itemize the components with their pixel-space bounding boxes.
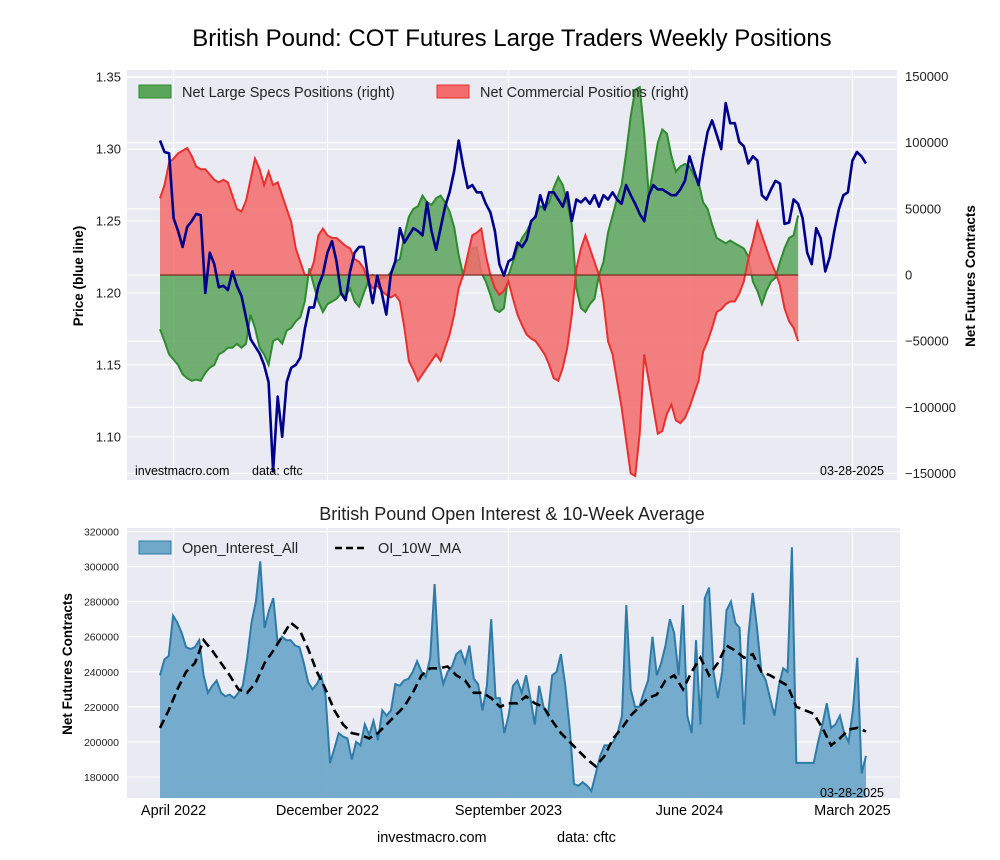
- oi-tick-label: 300000: [84, 562, 119, 574]
- legend-swatch-specs: [138, 84, 172, 99]
- date-tick-label: March 2025: [814, 803, 891, 819]
- footer-data: data: cftc: [557, 830, 616, 846]
- positions-panel: 1.10 1.15 1.20 1.25 1.30 1.35 −150000 −100000 −…: [71, 69, 978, 481]
- oi-tick-label: 180000: [84, 772, 119, 784]
- date-tick-label: April 2022: [141, 803, 206, 819]
- net-tick-label: 0: [905, 268, 912, 283]
- net-large-specs-area-line: [159, 85, 800, 382]
- oi-tick-label: 280000: [84, 597, 119, 609]
- date-tick-label: June 2024: [656, 803, 724, 819]
- legend-label-ma: OI_10W_MA: [378, 541, 461, 557]
- oi-tick-label: 220000: [84, 702, 119, 714]
- price-axis-label: Price (blue line): [71, 226, 86, 327]
- oi-tick-label: 260000: [84, 632, 119, 644]
- oi-tick-label: 240000: [84, 667, 119, 679]
- net-tick-label: −150000: [905, 466, 956, 481]
- net-tick-label: 50000: [905, 201, 941, 216]
- price-tick-label: 1.20: [96, 285, 121, 300]
- price-tick-label: 1.15: [96, 357, 121, 372]
- net-large-specs-area: [160, 87, 799, 381]
- legend-label-commercial: Net Commercial Positions (right): [480, 85, 689, 101]
- oi-tick-label: 200000: [84, 737, 119, 749]
- net-tick-label: 150000: [905, 69, 948, 84]
- watermark-data: data: cftc: [252, 464, 303, 478]
- oi-watermark-date: 03-28-2025: [820, 786, 884, 800]
- watermark-site: investmacro.com: [135, 464, 229, 478]
- net-contracts-axis-label: Net Futures Contracts: [963, 205, 978, 347]
- oi-legend: Open_Interest_All OI_10W_MA: [138, 540, 461, 557]
- legend-label-oi: Open_Interest_All: [182, 541, 298, 557]
- open-interest-panel: 180000 200000 220000 240000 260000 280000 3000…: [60, 527, 900, 819]
- legend-swatch-commercial: [436, 84, 470, 99]
- net-tick-label: −100000: [905, 400, 956, 415]
- net-tick-label: −50000: [905, 334, 949, 349]
- net-tick-label: 100000: [905, 135, 948, 150]
- footer-site: investmacro.com: [377, 830, 487, 846]
- oi-10w-ma-line: [158, 620, 867, 769]
- oi-tick-label: 320000: [84, 527, 119, 539]
- open-interest-area: [160, 547, 866, 798]
- positions-legend: Net Large Specs Positions (right) Net Co…: [138, 84, 689, 101]
- price-line: [158, 101, 868, 473]
- legend-label-specs: Net Large Specs Positions (right): [182, 85, 395, 101]
- watermark-date: 03-28-2025: [820, 464, 884, 478]
- oi-chart-title: British Pound Open Interest & 10-Week Av…: [319, 504, 705, 524]
- date-tick-label: December 2022: [276, 803, 379, 819]
- price-tick-label: 1.10: [96, 429, 121, 444]
- oi-axis-label: Net Futures Contracts: [60, 593, 75, 735]
- legend-swatch-oi: [138, 540, 172, 555]
- price-tick-label: 1.25: [96, 214, 121, 229]
- chart-title: British Pound: COT Futures Large Traders…: [192, 25, 831, 52]
- net-commercial-area: [160, 148, 799, 476]
- price-tick-label: 1.30: [96, 142, 121, 157]
- date-tick-label: September 2023: [455, 803, 562, 819]
- net-commercial-area-line: [159, 146, 800, 478]
- price-tick-label: 1.35: [96, 70, 121, 85]
